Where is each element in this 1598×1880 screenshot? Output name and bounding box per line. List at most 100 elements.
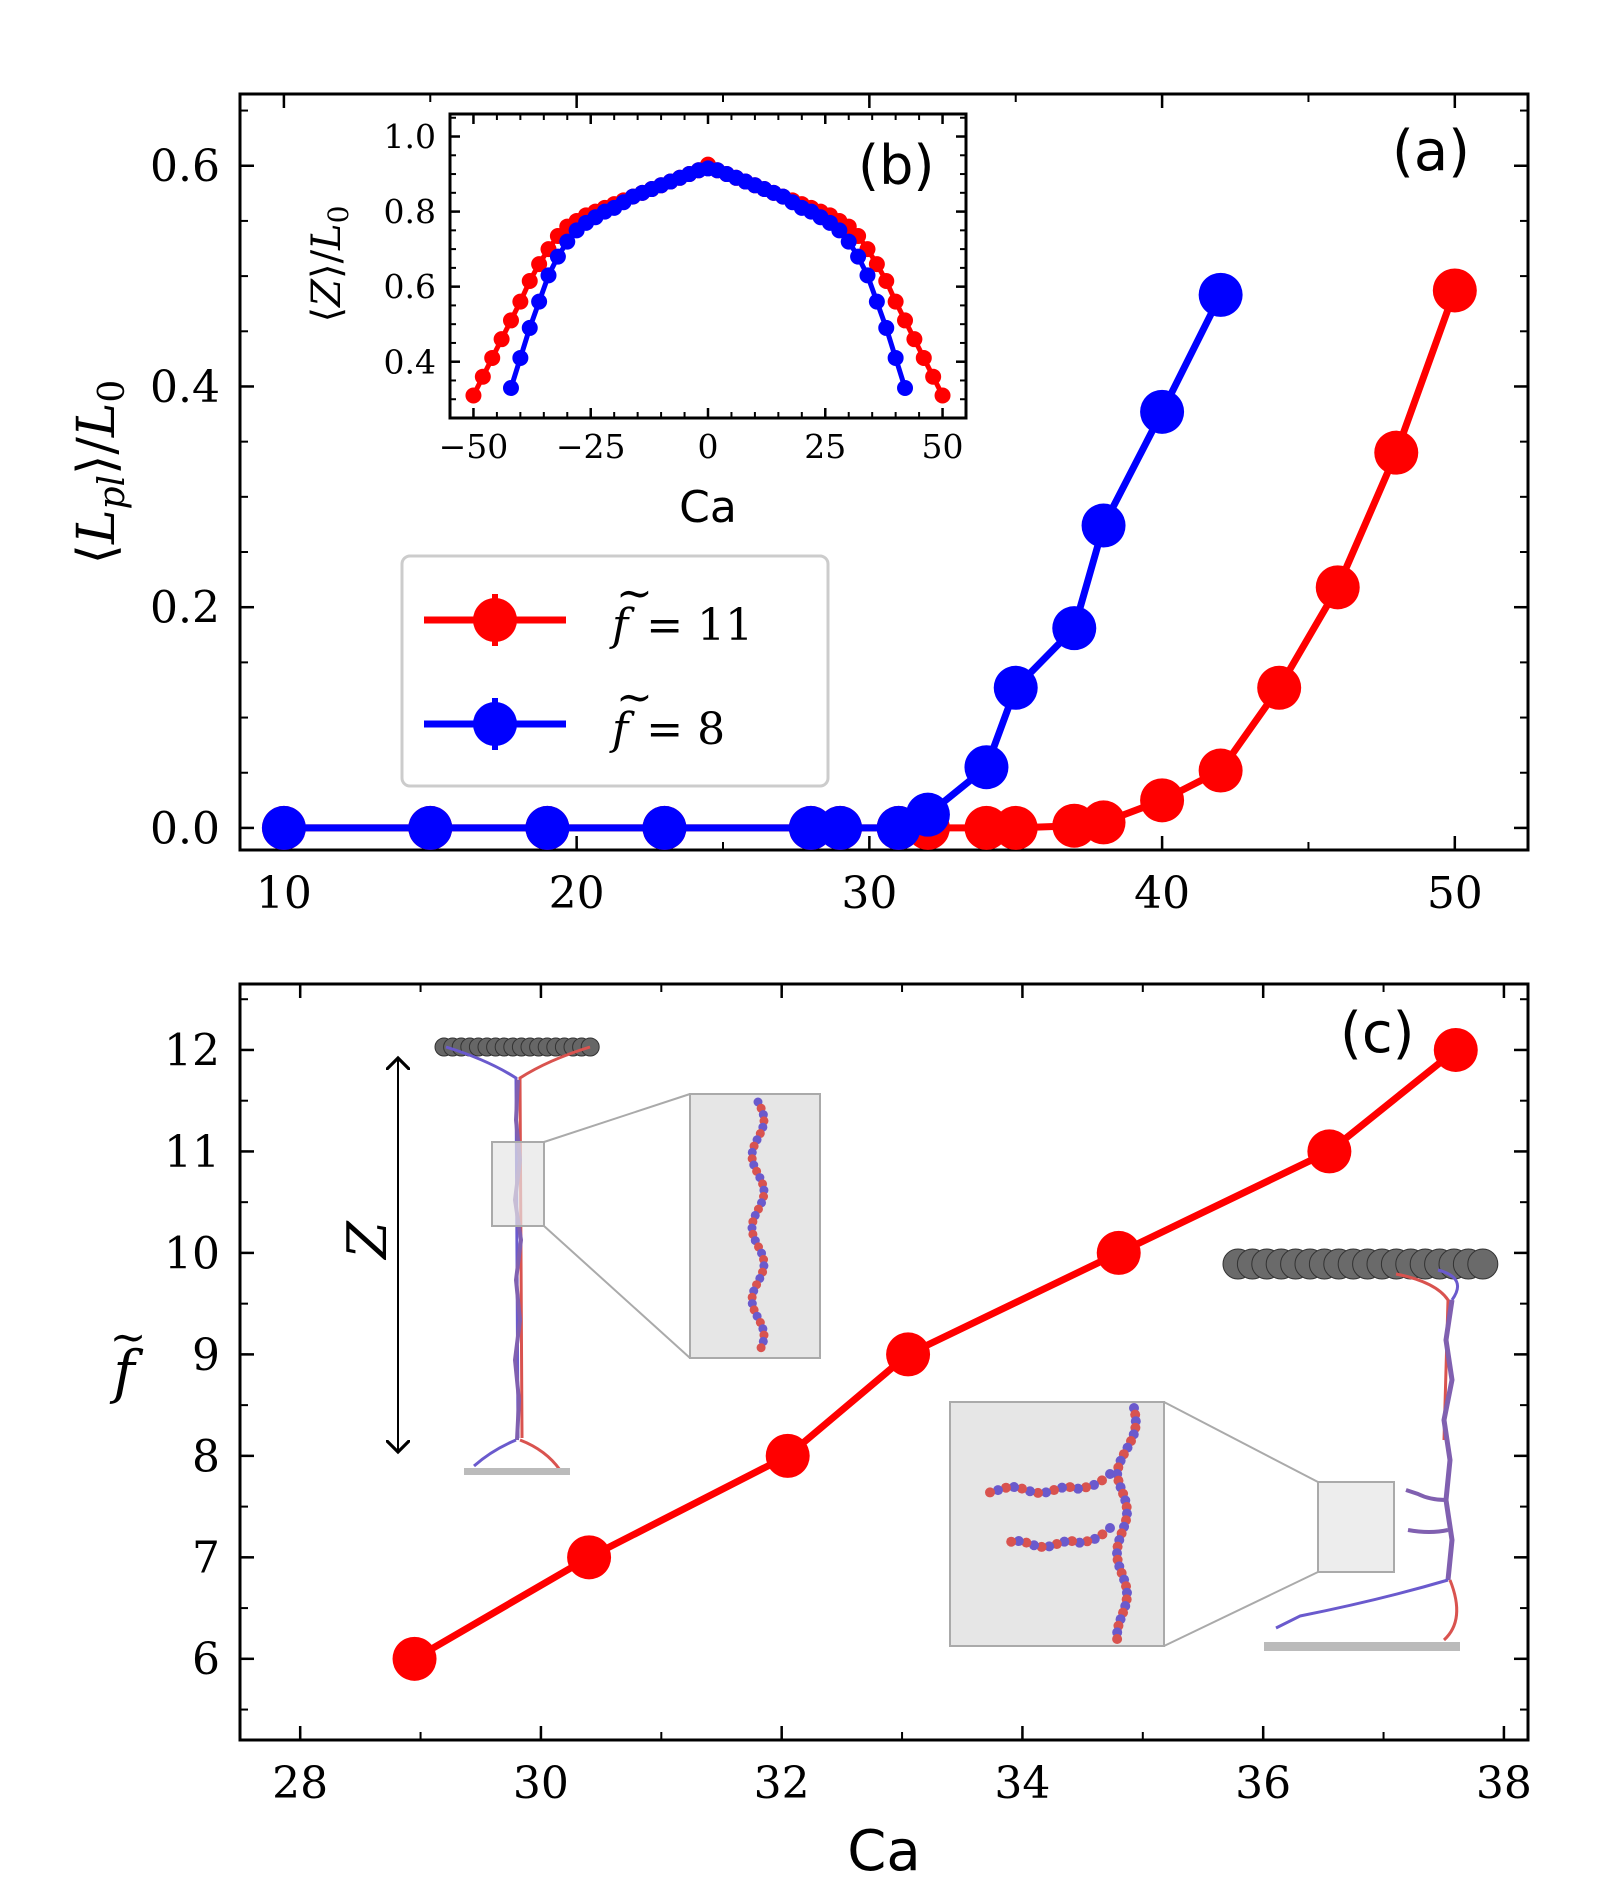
plate-bead (580, 1037, 600, 1057)
data-point-ftilde (1433, 1027, 1478, 1072)
helix-bead (1112, 1634, 1123, 1644)
data-point-f11 (1198, 748, 1243, 793)
helix-bead (1097, 1529, 1108, 1540)
helix-bead (1049, 1485, 1059, 1496)
chain-illustration-branched (949, 1248, 1499, 1651)
chain-bottom-right (519, 1438, 562, 1471)
zoom-box-small-2 (1317, 1481, 1395, 1573)
panel-c-ylabel-tilde: ~ (110, 1312, 147, 1363)
y-tick-label: 0.8 (384, 192, 436, 231)
helix-bead (1044, 1541, 1055, 1552)
data-point-f11 (502, 312, 519, 329)
data-point-f11 (934, 387, 951, 404)
panel-c-series (392, 1027, 1478, 1681)
helix-bead (1017, 1483, 1027, 1494)
helix-bead (1067, 1536, 1077, 1547)
chain-bottom-left (473, 1438, 517, 1468)
panel-c-ticks: 28 30 32 34 36 38 6 7 8 9 10 11 12 (164, 984, 1532, 1809)
helix-bead (1105, 1469, 1115, 1479)
panel-a-frame (238, 92, 1530, 852)
x-tick-label: 50 (922, 427, 964, 466)
chain-main-stem (512, 1079, 524, 1441)
legend-tilde-f8: ~ (616, 672, 653, 723)
data-point-f11 (1374, 430, 1419, 475)
panel-a: 10 20 30 40 50 0.0 0.2 0.4 0.6 (a) ⟨Lpl⟩/L0 f = 1… (67, 92, 1530, 919)
data-point-f11 (1432, 268, 1477, 313)
helix-bead (993, 1485, 1003, 1496)
helix-bead (1105, 1523, 1115, 1533)
legend-marker-f11 (473, 598, 517, 642)
data-point-f8 (887, 349, 904, 366)
y-tick-label: 8 (192, 1431, 220, 1482)
data-point-f8 (840, 233, 857, 250)
panel-a-label: (a) (1392, 119, 1470, 184)
panel-b-ticks: −50 −25 0 25 50 0.4 0.6 0.8 1.0 (384, 114, 967, 466)
data-point-f8 (1140, 389, 1185, 434)
x-tick-label: 40 (1134, 868, 1190, 919)
panel-b-label: (b) (858, 134, 934, 197)
data-point-ftilde (567, 1535, 612, 1580)
helix-bead (1029, 1540, 1039, 1551)
chain2-branch-2 (1407, 1528, 1449, 1534)
data-point-ftilde (1307, 1129, 1352, 1174)
helix-bead (985, 1487, 995, 1498)
data-point-f11 (915, 349, 932, 366)
data-point-f11 (1315, 565, 1360, 610)
data-point-ftilde (1096, 1230, 1141, 1275)
data-point-ftilde (392, 1636, 437, 1681)
bottom-plate (464, 1468, 570, 1475)
helix-bead (1097, 1475, 1107, 1486)
chain2-left-strand (1395, 1272, 1450, 1441)
helix-bead (756, 1343, 766, 1353)
chain2-bottom-right (1442, 1579, 1459, 1642)
helix-bead (1036, 1541, 1047, 1552)
helix-bead (1089, 1533, 1100, 1544)
plate-bead (1467, 1248, 1499, 1280)
panel-b-xlabel: Ca (679, 482, 737, 533)
helix-bead (1001, 1482, 1011, 1493)
data-point-f8 (850, 248, 867, 265)
y-tick-label: 0.4 (150, 362, 220, 413)
y-tick-label: 11 (164, 1127, 220, 1178)
panel-c-xlabel: Ca (847, 1819, 920, 1880)
data-point-f8 (868, 293, 885, 310)
top-plate-beads (434, 1037, 600, 1057)
y-tick-label: 9 (192, 1330, 220, 1381)
panel-b-series (465, 156, 951, 404)
zoom2-connector-bottom (1163, 1571, 1319, 1647)
panel-b-ylabel: ⟨Z⟩/L0 (304, 206, 355, 323)
data-point-f8 (859, 267, 876, 284)
data-point-f8 (559, 233, 576, 250)
data-point-f8 (905, 792, 950, 837)
data-point-f8 (964, 745, 1009, 790)
zoom-box-small (491, 1141, 545, 1227)
x-tick-label: 32 (754, 1758, 810, 1809)
chain-left-strand (445, 1045, 520, 1439)
panel-a-series (261, 268, 1477, 850)
zoom-connector-top (543, 1093, 691, 1143)
bottom-plate-2 (1264, 1642, 1460, 1651)
helix-bead (1082, 1536, 1093, 1547)
data-point-f8 (878, 319, 895, 336)
data-point-f8 (897, 379, 914, 396)
data-point-ftilde (765, 1433, 810, 1478)
helix-bead (1074, 1537, 1085, 1548)
x-tick-label: 28 (272, 1758, 328, 1809)
helix-bead (747, 1292, 757, 1302)
data-point-f11 (887, 293, 904, 310)
chain2-branch-1 (1405, 1488, 1447, 1502)
chain2-bottom-left (1275, 1578, 1449, 1630)
data-point-f11 (1257, 665, 1302, 710)
data-point-f8 (831, 222, 848, 239)
data-point-ftilde (886, 1332, 931, 1377)
y-tick-label: 12 (164, 1025, 220, 1076)
helix-bead (1021, 1537, 1032, 1548)
legend-tilde-f11: ~ (616, 568, 653, 619)
helix-bead (1041, 1487, 1051, 1498)
panel-c-frame (238, 982, 1530, 1742)
top-plate-beads-right (1222, 1248, 1499, 1280)
x-tick-label: 36 (1235, 1758, 1291, 1809)
y-tick-label: 0.6 (384, 267, 436, 306)
helix-bead (1006, 1536, 1017, 1547)
